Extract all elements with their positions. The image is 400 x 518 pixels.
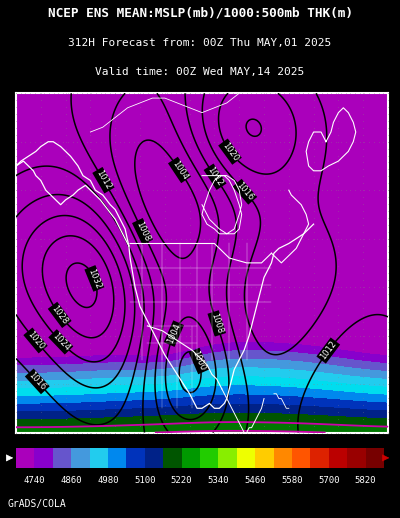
Text: 5340: 5340 <box>208 477 229 485</box>
Bar <box>366 448 384 468</box>
Text: 5460: 5460 <box>244 477 266 485</box>
Bar <box>108 448 126 468</box>
Text: 4980: 4980 <box>97 477 119 485</box>
Bar <box>163 448 182 468</box>
Text: 5220: 5220 <box>171 477 192 485</box>
Text: 1028: 1028 <box>50 304 70 326</box>
Text: 5820: 5820 <box>355 477 376 485</box>
Text: NCEP ENS MEAN:MSLP(mb)/1000:500mb THK(m): NCEP ENS MEAN:MSLP(mb)/1000:500mb THK(m) <box>48 7 352 20</box>
Text: 1012: 1012 <box>318 339 338 362</box>
Text: 312H Forecast from: 00Z Thu MAY,01 2025: 312H Forecast from: 00Z Thu MAY,01 2025 <box>68 38 332 49</box>
Text: GrADS/COLA: GrADS/COLA <box>8 499 67 509</box>
Bar <box>71 448 90 468</box>
Bar <box>16 448 34 468</box>
Text: 1020: 1020 <box>220 140 240 163</box>
Text: 1020: 1020 <box>25 329 46 351</box>
Text: 1000: 1000 <box>190 350 207 372</box>
Text: 1012: 1012 <box>206 166 224 188</box>
Bar <box>53 448 71 468</box>
Text: 1016: 1016 <box>27 370 48 392</box>
Bar <box>329 448 347 468</box>
Bar <box>237 448 255 468</box>
Bar <box>292 448 310 468</box>
Text: 1016: 1016 <box>235 181 255 203</box>
Text: 1032: 1032 <box>86 267 102 290</box>
Bar <box>218 448 237 468</box>
Bar <box>90 448 108 468</box>
Bar <box>126 448 145 468</box>
Text: 1008: 1008 <box>134 220 151 243</box>
Text: 4860: 4860 <box>60 477 82 485</box>
Bar <box>34 448 53 468</box>
Bar <box>145 448 163 468</box>
Text: 1024: 1024 <box>50 331 71 353</box>
Bar <box>347 448 366 468</box>
Text: 1012: 1012 <box>94 169 113 192</box>
Bar <box>255 448 274 468</box>
Text: 5700: 5700 <box>318 477 340 485</box>
Text: 1008: 1008 <box>209 312 224 335</box>
Text: 4740: 4740 <box>24 477 45 485</box>
Text: 1004: 1004 <box>166 322 182 345</box>
Bar <box>182 448 200 468</box>
Text: 5580: 5580 <box>281 477 303 485</box>
Bar <box>200 448 218 468</box>
Text: Valid time: 00Z Wed MAY,14 2025: Valid time: 00Z Wed MAY,14 2025 <box>95 67 305 77</box>
Text: 1004: 1004 <box>170 159 189 181</box>
Bar <box>310 448 329 468</box>
Text: 5100: 5100 <box>134 477 156 485</box>
Bar <box>274 448 292 468</box>
